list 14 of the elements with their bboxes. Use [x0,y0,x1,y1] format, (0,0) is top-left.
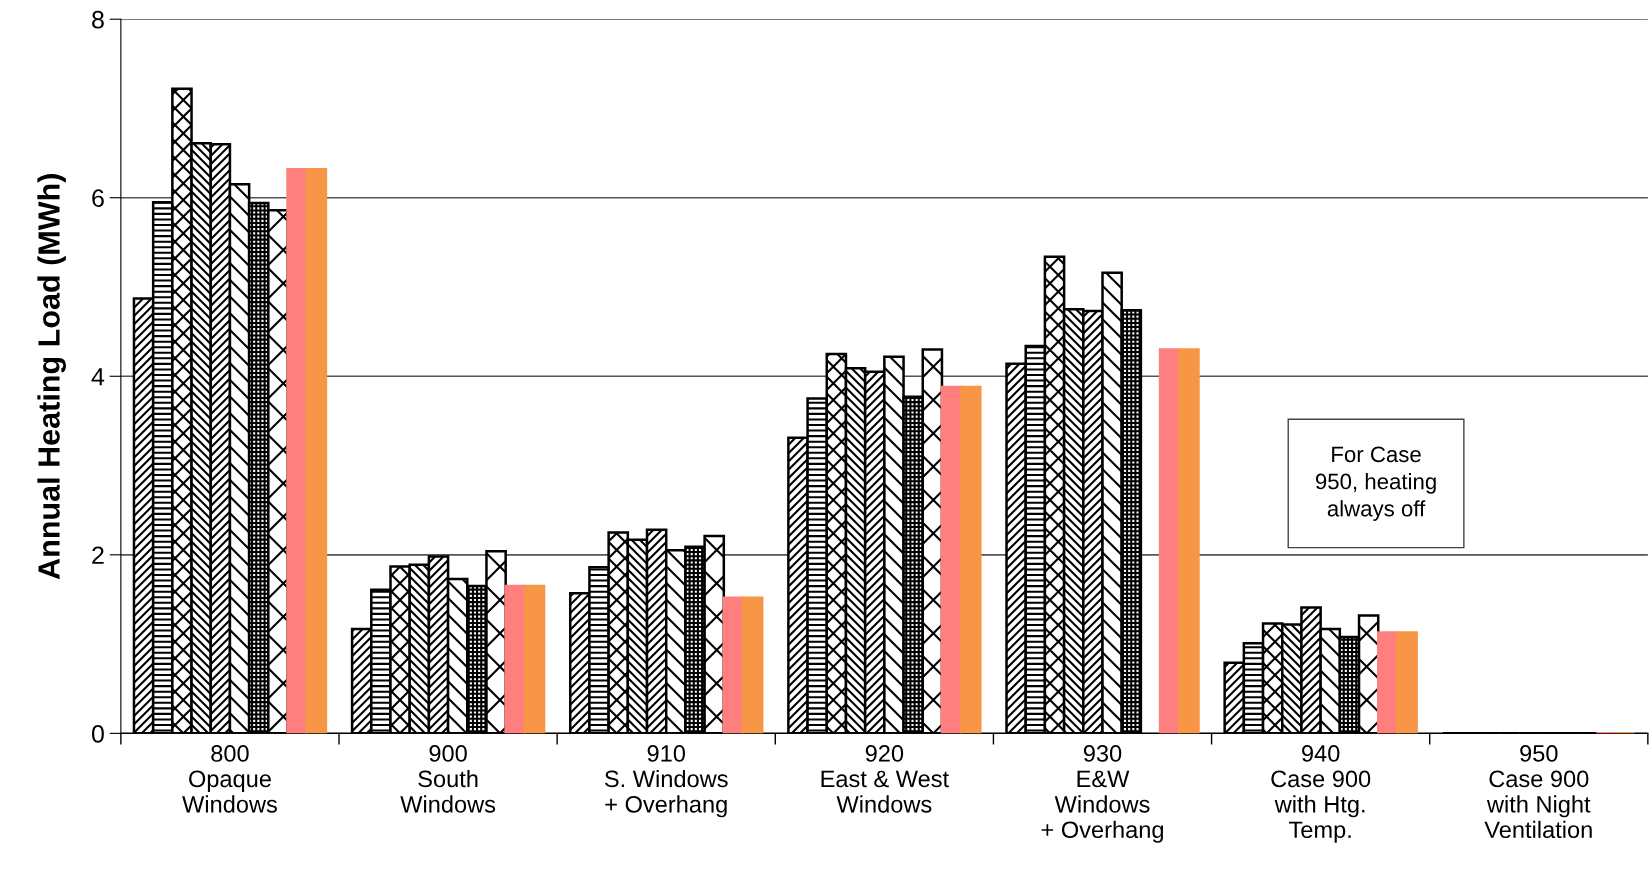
y-tick-label: 2 [92,546,104,564]
annotation: For Case 950, heating always off [1315,446,1436,521]
x-tick-label: 920 East & West Windows [821,745,949,813]
x-tick-label: 940 Case 900 with Htg. Temp. [1271,745,1371,843]
y-tick-label: 0 [91,724,104,743]
y-tick-label: 8 [92,10,104,29]
x-tick-label: 910 S. Windows + Overhang [604,745,728,818]
y-axis-title: Annual Heating Load (MWh) [37,174,66,580]
x-tick-label: 930 E&W Windows + Overhang [1041,745,1163,843]
x-tick-label: 900 South Windows [400,745,496,813]
x-tick-label: 800 Opaque Windows [182,745,277,813]
x-tick-label: 950 Case 900 with Night Ventilation [1484,745,1592,839]
y-tick-label: 4 [91,368,105,386]
y-tick-label: 6 [92,189,104,208]
